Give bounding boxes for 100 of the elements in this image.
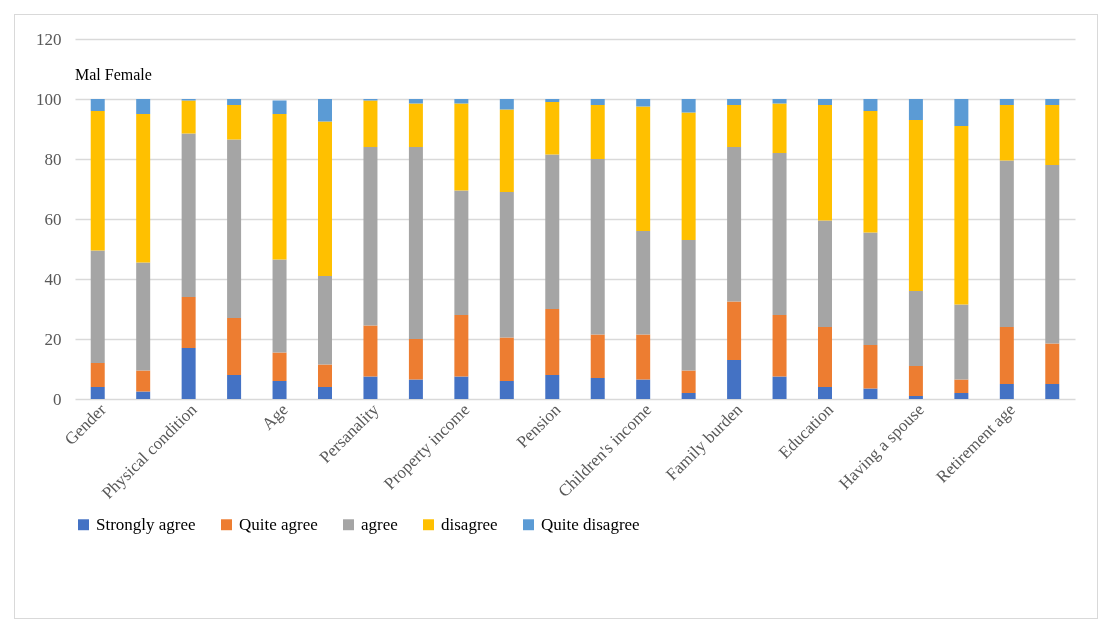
y-tick-label: 40 [44, 269, 62, 289]
bar [590, 378, 605, 399]
bar [545, 102, 560, 155]
bar [227, 139, 242, 318]
bar [772, 153, 787, 315]
bar [727, 360, 742, 399]
bar [863, 232, 878, 345]
bar [954, 393, 969, 399]
bar [318, 387, 332, 399]
bar [590, 159, 605, 335]
bar [908, 99, 923, 120]
bar [999, 384, 1014, 399]
bar [454, 99, 469, 104]
y-tick-label: 60 [44, 209, 62, 229]
bar [90, 387, 105, 399]
bar [908, 120, 923, 291]
bar [772, 376, 787, 399]
bar [318, 121, 332, 276]
bar [363, 147, 378, 326]
bar [272, 100, 287, 114]
bar [227, 105, 242, 140]
bar [681, 99, 696, 113]
bar [136, 114, 151, 263]
bar [408, 103, 423, 147]
bar [908, 291, 923, 366]
bar [954, 126, 969, 305]
bar [772, 99, 787, 104]
bar [999, 327, 1014, 384]
bar [454, 190, 469, 315]
bar [318, 99, 332, 122]
bar [818, 387, 832, 399]
bar [681, 240, 696, 371]
bar [818, 99, 832, 105]
legend-label: Quite agree [239, 514, 318, 534]
bar [818, 220, 832, 327]
bar [772, 103, 787, 153]
bar [636, 231, 651, 335]
bar [727, 99, 742, 105]
bar [363, 325, 378, 377]
bar [681, 370, 696, 393]
bar [545, 309, 560, 375]
bar [499, 99, 514, 110]
bar [499, 381, 514, 399]
bar [636, 106, 651, 231]
bar [408, 99, 423, 104]
bar [181, 297, 196, 348]
bar [181, 348, 196, 399]
bar [408, 379, 423, 399]
bar [1045, 165, 1060, 344]
y-tick-label: 80 [44, 149, 62, 169]
bar [681, 112, 696, 240]
bar [1045, 99, 1060, 105]
bar [954, 379, 969, 393]
bar [499, 192, 514, 338]
bar [1045, 384, 1060, 399]
bar [863, 111, 878, 233]
bar [227, 99, 242, 105]
bar [681, 393, 696, 399]
bar [408, 339, 423, 380]
bar [363, 376, 378, 399]
bar [272, 114, 287, 260]
bar [772, 315, 787, 377]
y-tick-label: 20 [44, 329, 62, 349]
bar [636, 99, 651, 107]
bar [318, 276, 332, 365]
bar [954, 99, 969, 126]
bar [863, 388, 878, 399]
bar [90, 363, 105, 387]
legend-label: agree [361, 514, 398, 534]
bar [545, 99, 560, 102]
annotation: Mal Female [75, 66, 152, 83]
bar [818, 105, 832, 221]
bar [272, 259, 287, 353]
bar [499, 109, 514, 192]
bar [727, 301, 742, 360]
y-tick-label: 0 [53, 389, 62, 409]
bar [181, 133, 196, 297]
bar [908, 366, 923, 396]
bar [272, 381, 287, 399]
bar [90, 111, 105, 251]
bar [636, 379, 651, 399]
y-tick-label: 120 [36, 29, 62, 49]
legend-label: disagree [441, 514, 498, 534]
bar [90, 250, 105, 363]
bar [499, 337, 514, 381]
bar [545, 375, 560, 399]
bar [136, 99, 151, 114]
bar [227, 318, 242, 375]
bar [999, 160, 1014, 327]
bar [727, 147, 742, 302]
bar [590, 99, 605, 105]
x-tick-label: Age [258, 400, 292, 434]
bar [590, 105, 605, 159]
y-tick-label: 100 [36, 89, 62, 109]
bar [454, 376, 469, 399]
bar [90, 99, 105, 111]
bar [999, 99, 1014, 105]
legend-label: Strongly agree [96, 514, 196, 534]
bar [136, 262, 151, 371]
bar [636, 334, 651, 380]
